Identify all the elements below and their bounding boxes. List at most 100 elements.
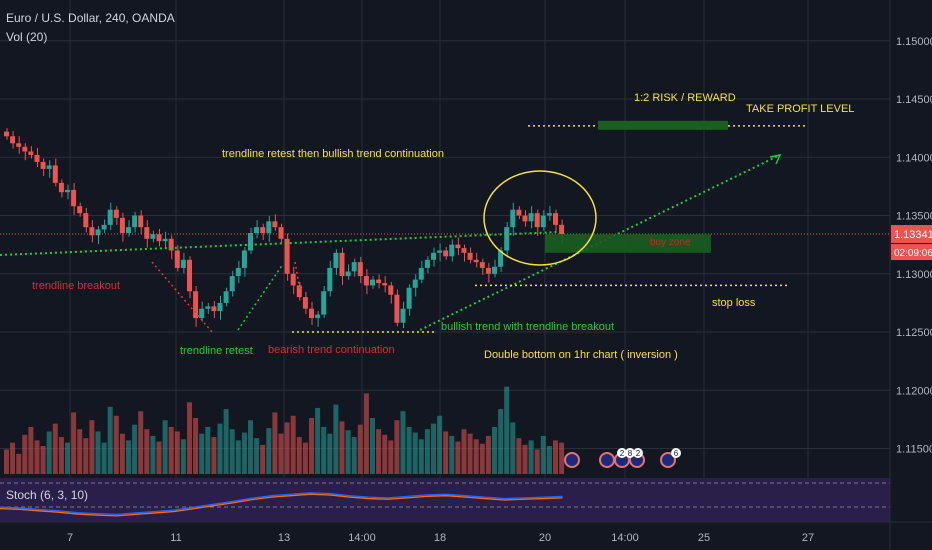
volume-bar [187, 402, 192, 474]
volume-bar [473, 439, 479, 474]
volume-bar [498, 409, 504, 474]
volume-bar [77, 429, 83, 474]
candle-body [211, 306, 217, 312]
bearish-continuation-label: bearish trend continuation [268, 344, 395, 356]
volume-bar [272, 412, 278, 474]
event-badge [660, 452, 676, 468]
candle-body [492, 266, 497, 274]
volume-bar [138, 411, 144, 474]
time-tick: 14:00 [348, 532, 376, 544]
time-tick: 14:00 [611, 532, 639, 544]
volume-bar [254, 438, 260, 474]
badge-count: 2 [620, 449, 625, 458]
volume-bar [10, 442, 16, 474]
candle-body [28, 151, 34, 155]
candle-body [388, 285, 394, 295]
badge-count-bubble [633, 448, 643, 458]
candle-body [339, 252, 345, 277]
price-tick: 1.13000 [896, 269, 932, 281]
candle-body [34, 154, 40, 162]
volume-bar [174, 431, 180, 474]
volume-bar [492, 426, 497, 474]
current-price-value: 1.13341 [894, 229, 932, 241]
volume-bar [302, 442, 308, 474]
badge-count-bubble [625, 448, 635, 458]
candle-body [431, 252, 436, 260]
candle-body [302, 297, 308, 309]
volume-bar [546, 446, 552, 474]
volume-bar [46, 431, 52, 474]
volume-bar [357, 424, 363, 474]
volume-bar [461, 429, 467, 474]
candle-body [156, 234, 162, 242]
price-tick: 1.12500 [896, 327, 932, 339]
stoch-d-line [0, 493, 563, 517]
volume-label: Vol (20) [6, 30, 48, 44]
candle-body [119, 217, 125, 233]
candle-body [89, 227, 95, 236]
candle-body [229, 276, 235, 292]
candle-body [77, 206, 83, 214]
volume-bar [278, 433, 284, 474]
countdown-tag [891, 244, 932, 261]
volume-bar [394, 420, 400, 474]
stop-loss-label: stop loss [712, 297, 756, 309]
event-badge [564, 452, 580, 468]
candle-body [498, 250, 504, 267]
volume-bar [205, 426, 211, 474]
volume-bar [309, 418, 314, 474]
trendline-breakout-label: trendline breakout [32, 280, 120, 292]
candle-body [40, 161, 46, 169]
annotation-labels: 1:2 RISK / REWARD TAKE PROFIT LEVEL trendl… [32, 92, 854, 361]
candle-body [58, 182, 64, 193]
retest-note-label: trendline retest then bullish trend cont… [222, 148, 444, 160]
candle-body [522, 215, 528, 222]
volume-bar [168, 426, 174, 474]
badge-count: 2 [636, 449, 641, 458]
candle-body [516, 209, 522, 216]
time-tick: 13 [278, 532, 290, 544]
candle-body [559, 224, 565, 235]
volume-bar [241, 432, 247, 474]
time-tick: 11 [170, 532, 181, 544]
price-tick: 1.15000 [896, 36, 932, 48]
candle-body [83, 213, 89, 228]
candle-body [278, 227, 284, 239]
volume-bar [400, 411, 406, 474]
candle-body [412, 279, 418, 288]
candle-body [467, 252, 473, 260]
trendline-retest-label: trendline retest [180, 345, 253, 357]
candle-body [16, 143, 22, 147]
candle-body [126, 227, 131, 233]
volume-bar [296, 437, 302, 474]
volume-bar [345, 430, 351, 474]
stoch-k-line [0, 492, 563, 516]
badge-count-bubble [671, 448, 681, 458]
candle-body [510, 209, 516, 228]
volume-bar [553, 440, 558, 474]
volume-bar [211, 437, 217, 474]
volume-bar [22, 434, 28, 474]
risk-reward-label: 1:2 RISK / REWARD [634, 92, 736, 104]
candle-body [4, 131, 9, 137]
volume-bar [516, 438, 522, 474]
candle-body [327, 267, 333, 292]
event-badge [599, 452, 615, 468]
candle-body [138, 215, 144, 228]
volume-bar [315, 407, 321, 474]
candle-body [363, 276, 369, 286]
candle-body [52, 165, 58, 183]
volume-bar [540, 435, 546, 474]
volume-bar [479, 443, 485, 474]
volume-bar [418, 439, 424, 474]
candle-body [266, 221, 272, 233]
volume-bar [504, 386, 510, 474]
double-bottom-label: Double bottom on 1hr chart ( inversion ) [484, 349, 678, 361]
time-tick: 27 [802, 532, 814, 544]
trendline-arrowhead [769, 153, 782, 165]
horizontal-trendline [0, 231, 561, 256]
volume-bar [388, 440, 394, 474]
stoch-background [0, 478, 890, 522]
